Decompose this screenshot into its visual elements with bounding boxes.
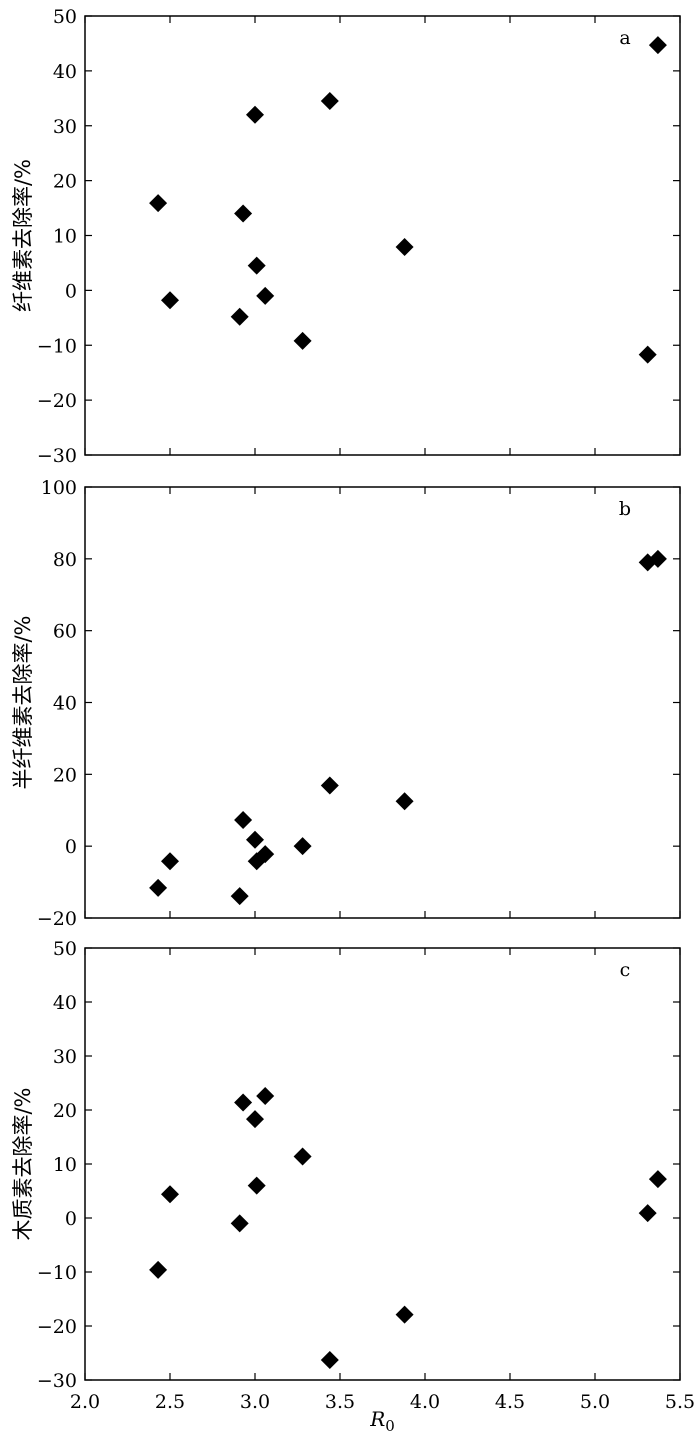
plot-frame: [84, 947, 681, 1381]
data-point: [246, 830, 264, 849]
y-tick-label: 30: [53, 1046, 77, 1068]
y-tick-label: 30: [53, 116, 77, 138]
y-tick-label: 0: [65, 280, 77, 302]
y-tick-label: −10: [37, 1262, 77, 1284]
data-point: [320, 92, 339, 111]
y-tick-label: 50: [53, 6, 77, 28]
data-point: [293, 837, 312, 856]
x-axis-title: R0: [369, 1407, 395, 1435]
y-tick-label: 10: [53, 1154, 77, 1176]
data-point: [320, 1351, 339, 1370]
y-tick-label: −30: [37, 1370, 77, 1392]
y-axis-title: 半纤维素去除率/%: [11, 615, 35, 789]
plot-frame: [84, 15, 681, 456]
y-tick-label: 40: [53, 992, 77, 1014]
y-axis-title: 木质素去除率/%: [11, 1087, 35, 1240]
x-tick-label: 3.5: [325, 1391, 355, 1413]
panel-letter: c: [620, 959, 631, 981]
data-point: [247, 256, 266, 275]
data-point: [230, 307, 249, 326]
data-point: [293, 331, 312, 350]
x-tick-label: 5.0: [580, 1391, 610, 1413]
panel-c: −30 −20 −10 0 10 20 30 40 50 2.0 2.5 3.0 3.5 4.0 4.5 5.…: [11, 938, 695, 1435]
y-tick-label: 20: [53, 1100, 77, 1122]
x-tick-label: 3.0: [240, 1391, 270, 1413]
data-point: [256, 286, 275, 305]
x-tick-label: 2.5: [155, 1391, 185, 1413]
y-axis-title: 纤维素去除率/%: [11, 159, 35, 312]
data-point: [149, 194, 168, 213]
data-point: [230, 887, 249, 906]
y-tick-label: 40: [53, 693, 77, 715]
data-point: [648, 1170, 667, 1189]
data-point: [234, 1093, 253, 1112]
data-point: [320, 776, 339, 795]
data-point: [149, 878, 168, 897]
data-point: [638, 345, 657, 364]
y-tick-label: −20: [37, 1316, 77, 1338]
y-tick-label: 40: [53, 61, 77, 83]
data-point: [638, 1204, 657, 1223]
data-point: [161, 291, 179, 310]
y-tick-label: 80: [53, 549, 77, 571]
plot-frame: [84, 486, 681, 919]
x-tick-label: 2.0: [70, 1391, 100, 1413]
data-point: [246, 1110, 264, 1129]
data-point: [395, 1305, 414, 1324]
data-point: [234, 810, 253, 829]
data-point: [648, 36, 667, 55]
panel-letter: a: [619, 27, 630, 49]
y-tick-label: −20: [37, 390, 77, 412]
y-tick-label: 50: [53, 938, 77, 960]
y-tick-label: 20: [53, 171, 77, 193]
y-tick-label: 10: [53, 226, 77, 248]
data-point: [230, 1214, 249, 1233]
data-point: [395, 792, 414, 811]
y-tick-label: −30: [37, 445, 77, 467]
x-tick-label: 4.0: [410, 1391, 440, 1413]
y-tick-label: 0: [65, 836, 77, 858]
y-tick-label: 100: [41, 477, 77, 499]
x-axis-title-subscript: 0: [385, 1417, 395, 1435]
x-tick-label: 4.5: [495, 1391, 525, 1413]
data-point: [246, 105, 264, 124]
x-tick-label: 5.5: [665, 1391, 695, 1413]
y-tick-label: 60: [53, 621, 77, 643]
data-point: [247, 1176, 266, 1195]
data-point: [149, 1260, 168, 1279]
data-point: [293, 1147, 312, 1166]
data-point: [256, 845, 275, 864]
panel-b: −20 0 20 40 60 80 100 半纤维素去除率/% b: [11, 477, 681, 930]
data-point: [256, 1086, 275, 1105]
panel-a: −30 −20 −10 0 10 20 30 40 50 纤维素去除率/% a: [11, 6, 681, 467]
panel-letter: b: [619, 498, 631, 520]
data-point: [161, 1185, 179, 1204]
data-point: [395, 238, 414, 257]
data-point: [234, 204, 253, 223]
y-tick-label: 0: [65, 1208, 77, 1230]
y-tick-label: −20: [37, 908, 77, 930]
data-point: [648, 549, 667, 568]
data-point: [161, 852, 179, 871]
y-tick-label: −10: [37, 335, 77, 357]
y-tick-label: 20: [53, 764, 77, 786]
